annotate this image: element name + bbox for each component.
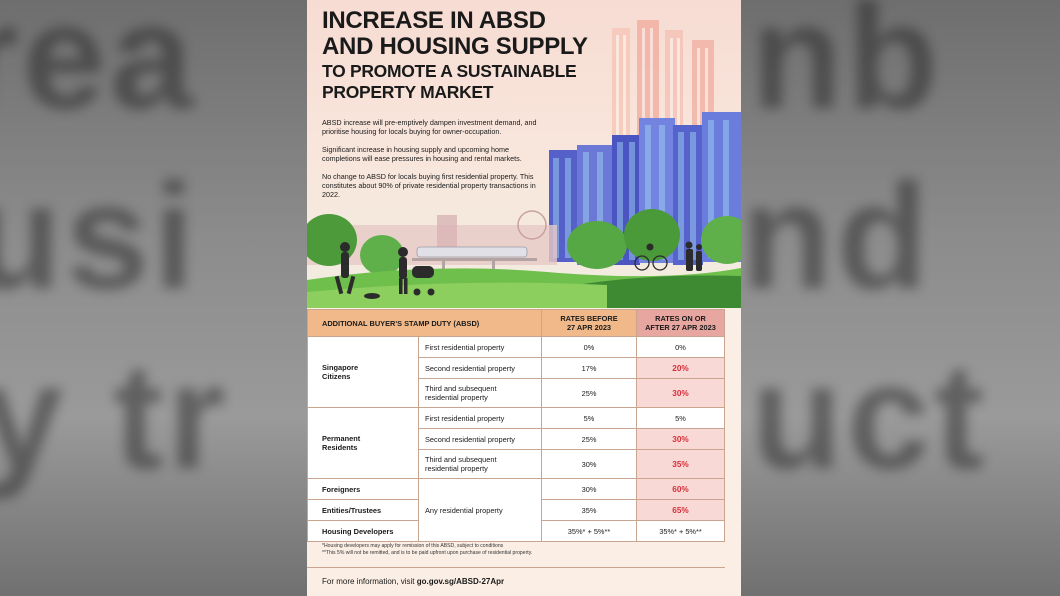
rate-before: 17%	[541, 357, 637, 379]
group-housing-developers: Housing Developers	[307, 520, 419, 542]
property-type: First residential property	[418, 407, 542, 429]
title-line-3: TO PROMOTE A SUSTAINABLE	[322, 61, 577, 81]
header-after-line-2: AFTER 27 APR 2023	[645, 323, 716, 332]
property-type: First residential property	[418, 336, 542, 358]
group-citizens-line-1: Singapore	[322, 363, 359, 372]
group-pr-line-1: Permanent	[322, 434, 361, 443]
header-rates-after: RATES ON OR AFTER 27 APR 2023	[636, 309, 725, 337]
rate-after-increased: 65%	[636, 499, 725, 521]
intro-paragraph-1: ABSD increase will pre-emptively dampen …	[322, 118, 537, 137]
rate-after-increased: 30%	[636, 378, 725, 408]
property-type-line-2: residential property	[425, 464, 488, 473]
table-row: Entities/Trustees 35% 65%	[307, 499, 725, 521]
rate-after: 0%	[636, 336, 725, 358]
rate-after-increased: 20%	[636, 357, 725, 379]
header-absd-label: ADDITIONAL BUYER'S STAMP DUTY (ABSD)	[307, 309, 542, 337]
footnote-1: *Housing developers may apply for remiss…	[322, 543, 504, 549]
property-type: Third and subsequent residential propert…	[418, 449, 542, 479]
more-info-link[interactable]: go.gov.sg/ABSD-27Apr	[416, 577, 505, 586]
divider	[307, 567, 725, 568]
table-row: Second residential property 25% 30%	[308, 428, 725, 450]
table-row: Third and subsequent residential propert…	[308, 378, 725, 408]
intro-paragraph-3: No change to ABSD for locals buying firs…	[322, 171, 536, 200]
property-type: Third and subsequent residential propert…	[418, 378, 542, 408]
rate-before: 25%	[541, 428, 637, 450]
rate-after-increased: 30%	[636, 428, 725, 450]
city-illustration	[307, 0, 741, 308]
table-row: Singapore Citizens First residential pro…	[307, 336, 725, 408]
intro-paragraph-2: Significant increase in housing supply a…	[322, 144, 522, 164]
rate-after: 35%* + 5%**	[636, 520, 725, 542]
absd-rates-table: ADDITIONAL BUYER'S STAMP DUTY (ABSD) RAT…	[307, 309, 725, 542]
rate-after-increased: 35%	[636, 449, 725, 479]
table-row: Second residential property 17% 20%	[308, 357, 725, 379]
title-line-1: INCREASE IN ABSD	[322, 7, 546, 34]
absd-poster: INCREASE IN ABSD AND HOUSING SUPPLY TO P…	[307, 0, 741, 596]
table-header-row: ADDITIONAL BUYER'S STAMP DUTY (ABSD) RAT…	[307, 309, 725, 337]
table-row: Foreigners Any residential property 30% …	[307, 478, 725, 542]
more-info: For more information, visit go.gov.sg/AB…	[322, 577, 504, 586]
title-line-2: AND HOUSING SUPPLY	[322, 33, 588, 60]
header-after-line-1: RATES ON OR	[655, 314, 706, 323]
intro-text: ABSD increase will pre-emptively dampen …	[322, 118, 547, 208]
rate-after-increased: 60%	[636, 478, 725, 500]
property-type-line-1: Third and subsequent	[425, 384, 497, 393]
property-type: Second residential property	[418, 428, 542, 450]
property-type-line-2: residential property	[425, 393, 488, 402]
group-singapore-citizens: Singapore Citizens	[307, 336, 419, 408]
skyline-illustration	[307, 20, 741, 308]
rate-before: 30%	[541, 478, 637, 500]
group-foreigners: Foreigners	[307, 478, 419, 500]
table-row: Housing Developers 35%* + 5%** 35%* + 5%…	[307, 520, 725, 542]
rate-before: 30%	[541, 449, 637, 479]
property-type: Second residential property	[418, 357, 542, 379]
rate-after: 5%	[636, 407, 725, 429]
table-row: Permanent Residents First residential pr…	[307, 407, 725, 479]
blurred-background-right: nb nd uct	[741, 0, 1060, 596]
group-permanent-residents: Permanent Residents	[307, 407, 419, 479]
header-before-line-1: RATES BEFORE	[560, 314, 618, 323]
title-line-4: PROPERTY MARKET	[322, 82, 494, 102]
rate-before: 25%	[541, 378, 637, 408]
poster-title: INCREASE IN ABSD AND HOUSING SUPPLY TO P…	[322, 8, 622, 102]
group-pr-line-2: Residents	[322, 443, 358, 452]
rate-before: 5%	[541, 407, 637, 429]
footnote-2: **This 5% will not be remitted, and is t…	[322, 550, 533, 556]
property-type-any: Any residential property	[418, 478, 542, 542]
header-before-line-2: 27 APR 2023	[566, 323, 612, 332]
rate-before: 35%	[541, 499, 637, 521]
rate-before: 35%* + 5%**	[541, 520, 637, 542]
rate-before: 0%	[541, 336, 637, 358]
footnotes: *Housing developers may apply for remiss…	[322, 543, 722, 557]
group-entities-trustees: Entities/Trustees	[307, 499, 419, 521]
group-citizens-line-2: Citizens	[322, 372, 351, 381]
header-rates-before: RATES BEFORE 27 APR 2023	[541, 309, 637, 337]
more-info-prefix: For more information, visit	[322, 577, 417, 586]
blurred-background-left: rea usi y tr	[0, 0, 307, 596]
absd-table-container: ADDITIONAL BUYER'S STAMP DUTY (ABSD) RAT…	[307, 309, 725, 542]
property-type-line-1: Third and subsequent	[425, 455, 497, 464]
